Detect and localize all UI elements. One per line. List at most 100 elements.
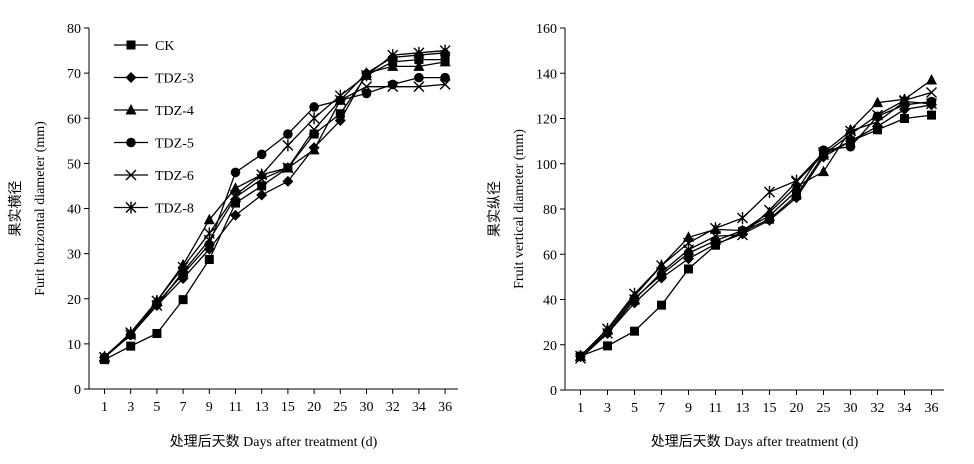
x-tick-label: 30 (844, 401, 858, 416)
data-point-tdz-5 (178, 269, 188, 279)
legend-label: TDZ-6 (155, 169, 194, 184)
data-point-tdz-5 (683, 248, 694, 258)
x-tick-label: 36 (925, 401, 939, 416)
y-axis-title: Fruit vertical diameter (mm) (512, 129, 527, 289)
series-tdz-6 (99, 78, 451, 363)
data-point-ck (152, 328, 162, 338)
data-point-tdz-6 (361, 81, 372, 93)
data-point-tdz-6 (926, 86, 937, 98)
series-tdz-4 (99, 55, 451, 362)
data-point-tdz-8 (125, 326, 137, 339)
x-tick-label: 20 (790, 401, 804, 416)
data-point-tdz-3 (230, 209, 241, 221)
data-point-tdz-8 (818, 146, 829, 159)
legend-item-tdz-4: TDZ-4 (114, 104, 194, 119)
data-point-tdz-6 (308, 124, 320, 136)
legend-item-ck: CK (114, 39, 174, 54)
data-point-tdz-6 (710, 230, 721, 242)
x-axis-title: 处理后天数 Days after treatment (d) (651, 434, 859, 450)
data-point-tdz-5 (737, 225, 748, 236)
data-point-tdz-8 (629, 287, 640, 300)
data-point-tdz-8 (308, 112, 320, 125)
data-point-ck (603, 341, 612, 351)
series-ck (100, 55, 450, 365)
legend: CK TDZ-3 TDZ-4 TDZ-5 TDZ-6 TDZ-8 (114, 39, 194, 217)
x-tick-label: 3 (127, 400, 134, 415)
y-tick-label: 20 (67, 293, 81, 308)
x-tick-label: 34 (412, 400, 426, 415)
data-point-tdz-8 (99, 351, 110, 364)
data-point-tdz-8 (361, 69, 372, 82)
data-point-ck (335, 109, 345, 119)
data-point-tdz-8 (151, 295, 163, 308)
data-point-tdz-8 (334, 89, 346, 102)
data-point-tdz-8 (602, 322, 613, 335)
series-line-tdz-5 (580, 100, 932, 357)
data-point-tdz-5 (309, 102, 319, 112)
series-line-tdz-4 (580, 79, 932, 357)
data-point-tdz-8 (256, 168, 268, 181)
y-axis-title-zh: 果实横径 (8, 181, 24, 237)
data-point-tdz-6 (387, 81, 399, 93)
data-point-tdz-8 (737, 212, 748, 225)
data-point-ck (684, 264, 693, 274)
data-point-tdz-5 (440, 72, 450, 83)
x-tick-label: 11 (709, 401, 722, 416)
legend-marker (126, 137, 136, 148)
legend-item-tdz-8: TDZ-8 (114, 201, 194, 217)
data-point-tdz-8 (710, 222, 721, 235)
data-point-tdz-8 (764, 186, 775, 199)
x-tick-label: 5 (153, 400, 160, 415)
y-tick-label: 80 (67, 22, 81, 37)
x-tick-label: 15 (763, 401, 777, 416)
x-tick-label: 34 (898, 401, 912, 416)
x-tick-label: 7 (658, 401, 665, 416)
data-point-tdz-8 (282, 139, 294, 152)
x-tick-label: 32 (871, 401, 885, 416)
data-point-tdz-3 (791, 192, 802, 204)
data-point-tdz-6 (764, 204, 775, 216)
data-point-tdz-6 (282, 162, 294, 174)
data-point-tdz-5 (791, 186, 802, 196)
y-axis-title: Furit horizontal diameter (mm) (33, 121, 48, 296)
data-point-tdz-8 (575, 350, 586, 363)
data-point-tdz-4 (872, 96, 883, 108)
data-point-tdz-8 (177, 261, 189, 274)
x-tick-label: 32 (386, 400, 400, 415)
x-tick-label: 9 (206, 400, 213, 415)
data-point-tdz-8 (899, 95, 910, 108)
data-point-tdz-4 (230, 182, 241, 193)
x-tick-label: 13 (255, 400, 269, 415)
data-point-ck (178, 295, 188, 305)
data-point-ck (204, 254, 214, 264)
x-tick-label: 30 (360, 400, 374, 415)
series-tdz-3 (575, 99, 937, 362)
data-point-tdz-8 (656, 259, 667, 272)
data-point-tdz-8 (413, 46, 425, 59)
x-tick-label: 36 (438, 400, 452, 415)
x-tick-label: 1 (577, 401, 584, 416)
data-point-tdz-4 (413, 60, 425, 71)
series-tdz-4 (575, 74, 937, 361)
x-tick-label: 7 (180, 400, 187, 415)
series-tdz-3 (99, 47, 451, 363)
x-tick-label: 11 (229, 400, 242, 415)
x-tick-label: 25 (817, 401, 831, 416)
legend-item-tdz-6: TDZ-6 (114, 169, 194, 184)
legend-label: TDZ-3 (155, 72, 194, 87)
series-tdz-5 (575, 96, 937, 361)
series-tdz-8 (99, 44, 451, 364)
legend-item-tdz-5: TDZ-5 (114, 137, 194, 152)
data-point-tdz-4 (203, 213, 215, 225)
y-tick-label: 40 (543, 294, 557, 309)
legend-label: CK (155, 39, 174, 54)
legend-marker (125, 104, 137, 115)
data-point-tdz-5 (283, 129, 293, 139)
data-point-tdz-3 (256, 189, 268, 201)
legend-label: TDZ-8 (155, 202, 194, 217)
x-tick-label: 3 (604, 401, 611, 416)
y-tick-label: 140 (536, 67, 557, 82)
series-ck (576, 110, 936, 361)
data-point-ck (257, 181, 267, 191)
